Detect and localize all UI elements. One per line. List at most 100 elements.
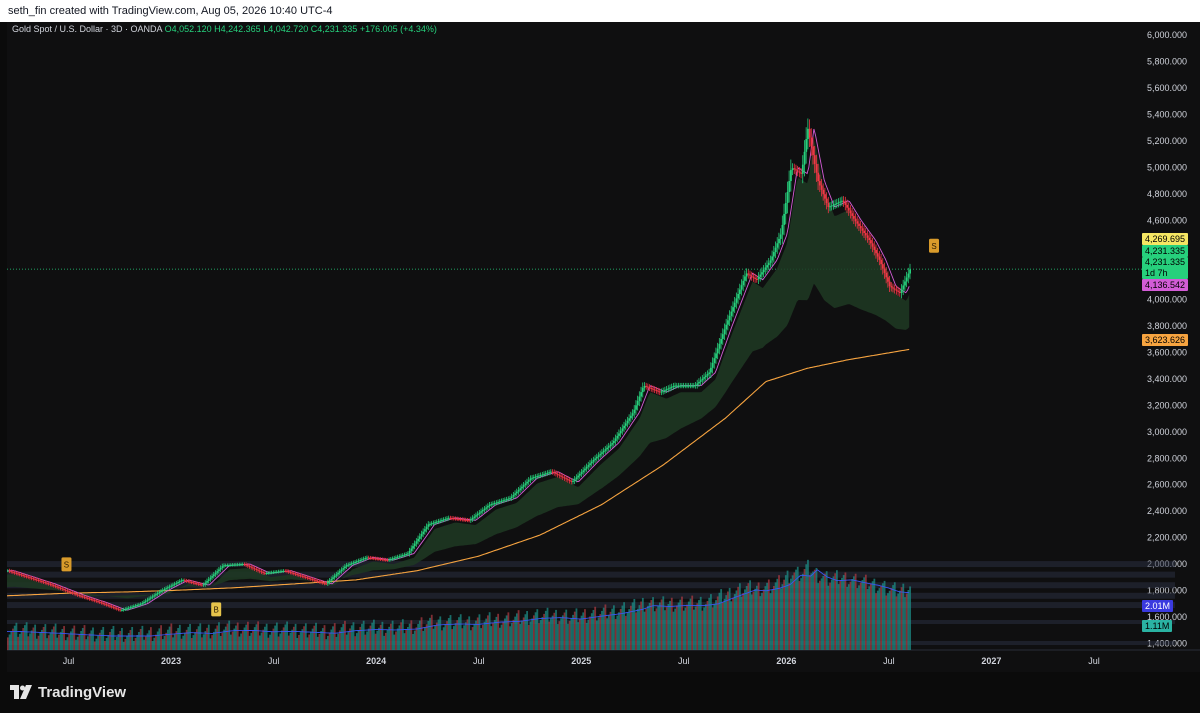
candle-body [715, 353, 717, 359]
candle-body [190, 581, 193, 583]
volume-bar [216, 625, 219, 650]
candle-body [701, 378, 704, 381]
candle-body [369, 557, 372, 559]
volume-bar [521, 620, 523, 650]
volume-bar [485, 618, 488, 650]
volume-bar [425, 624, 428, 650]
volume-bar [262, 629, 265, 650]
volume-moving-average [7, 569, 910, 637]
volume-bar [560, 618, 563, 650]
candle-body [807, 128, 809, 140]
candle-body [376, 558, 379, 560]
candle-body [206, 581, 208, 583]
volume-bar [580, 615, 583, 650]
y-tick-label: 3,000.000 [1147, 427, 1187, 437]
volume-bar [66, 637, 69, 650]
candle-body [332, 577, 334, 579]
candle-body [783, 213, 786, 225]
candle-body [335, 574, 338, 576]
trend-cloud [7, 139, 910, 599]
candle-body [235, 564, 237, 566]
volume-bar [287, 635, 290, 650]
candle-body [577, 475, 580, 478]
candle-body [415, 541, 418, 544]
volume-bar [250, 632, 253, 650]
candle-body [541, 474, 544, 476]
volume-bar [204, 631, 207, 650]
candle-body [662, 390, 665, 392]
x-tick-label: 2023 [161, 656, 181, 666]
y-tick-label: 3,400.000 [1147, 374, 1187, 384]
ohlc-low: L4,042.720 [263, 24, 309, 34]
volume-bar [51, 629, 54, 650]
volume-bar [129, 630, 132, 650]
candle-body [907, 273, 910, 278]
volume-bar [233, 628, 236, 650]
volume-bar [601, 610, 603, 650]
volume-bar [800, 578, 803, 650]
candle-body [24, 575, 26, 577]
volume-bar [98, 632, 101, 650]
volume-bar [820, 578, 823, 650]
volume-bar [483, 621, 486, 650]
volume-bar [636, 608, 639, 650]
candle-body [63, 589, 65, 591]
volume-bar [621, 605, 624, 650]
volume-bar [100, 629, 103, 650]
volume-bar [37, 635, 40, 650]
candle-body [897, 290, 900, 292]
volume-bar [304, 623, 307, 650]
candle-body [20, 574, 23, 576]
volume-bar [623, 602, 626, 650]
volume-bar [841, 577, 843, 650]
candle-body [774, 247, 777, 253]
volume-bar [555, 609, 557, 650]
volume-bar [44, 624, 47, 650]
volume-bar [323, 625, 326, 650]
volume-bar [258, 635, 261, 650]
candle-body [580, 472, 583, 474]
candle-body [808, 128, 811, 138]
candle-body [504, 499, 506, 501]
price-tag-countdown: 4,231.335 1d 7h [1142, 257, 1189, 279]
chart-area[interactable]: 6,000.000 5,800.000 5,600.000 5,400.000 5,20… [7, 22, 1200, 672]
candle-body [798, 171, 801, 173]
volume-bar [68, 634, 71, 650]
candle-body [900, 289, 903, 293]
candle-body [870, 240, 872, 244]
volume-bar [858, 585, 860, 650]
tradingview-logo[interactable]: TradingView [10, 682, 126, 702]
candle-body [706, 374, 709, 376]
volume-bar [144, 636, 147, 650]
candle-body [691, 385, 694, 387]
volume-bar [463, 625, 466, 650]
price-chart-svg[interactable]: 6,000.000 5,800.000 5,600.000 5,400.000 5,20… [7, 22, 1200, 672]
candle-body [653, 389, 656, 391]
candle-body [470, 519, 472, 521]
volume-bar [315, 622, 317, 650]
volume-bar [643, 611, 646, 650]
volume-bar [664, 610, 666, 650]
candle-body [773, 252, 775, 257]
volume-bar [253, 627, 256, 650]
candle-body [381, 559, 384, 561]
volume-bar [235, 625, 237, 650]
candle-body [163, 589, 166, 591]
candle-body [534, 476, 537, 478]
candle-body [17, 573, 20, 575]
candle-body [401, 555, 404, 557]
volume-bar [825, 571, 828, 650]
candle-body [97, 601, 100, 603]
candle-body [522, 485, 525, 487]
volume-bar [71, 628, 74, 650]
volume-bar [527, 624, 530, 650]
candle-body [327, 581, 329, 584]
candle-body [713, 358, 716, 363]
candle-body [46, 582, 48, 584]
volume-bar [711, 607, 714, 650]
volume-bar [22, 628, 25, 650]
candle-body [868, 237, 871, 241]
candle-body [218, 569, 220, 572]
candle-body [704, 375, 707, 378]
volume-bar [556, 624, 559, 650]
